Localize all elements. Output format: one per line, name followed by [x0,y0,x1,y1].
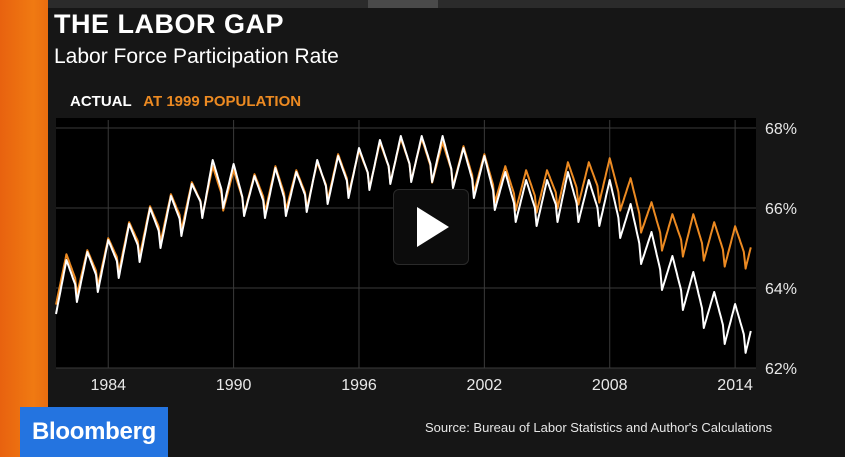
x-tick-label: 1996 [341,377,377,394]
x-axis-ticks: 1984 1990 1996 2002 2008 2014 [90,377,753,394]
legend-at-1999-population: AT 1999 POPULATION [143,93,302,110]
legend: ACTUAL AT 1999 POPULATION [70,93,301,110]
y-axis-ticks: 68% 66% 64% 62% [765,121,797,378]
y-tick-label: 64% [765,281,797,298]
chart-title: THE LABOR GAP [54,9,285,39]
y-tick-label: 66% [765,201,797,218]
source-note: Source: Bureau of Labor Statistics and A… [425,420,773,435]
play-icon [417,207,449,247]
x-tick-label: 1984 [90,377,126,394]
series-line-actual [55,135,752,354]
top-strip [48,0,845,8]
y-tick-label: 62% [765,361,797,378]
bloomberg-logo: Bloomberg [20,407,168,457]
x-tick-label: 2002 [467,377,503,394]
orange-side-band [0,0,48,457]
x-tick-label: 1990 [216,377,252,394]
chart-subtitle: Labor Force Participation Rate [54,45,339,68]
legend-actual: ACTUAL [70,93,132,110]
x-tick-label: 2014 [717,377,753,394]
series-lines [55,135,752,354]
y-tick-label: 68% [765,121,797,138]
x-tick-label: 2008 [592,377,628,394]
play-button[interactable] [394,190,468,264]
top-strip-segment [368,0,438,8]
